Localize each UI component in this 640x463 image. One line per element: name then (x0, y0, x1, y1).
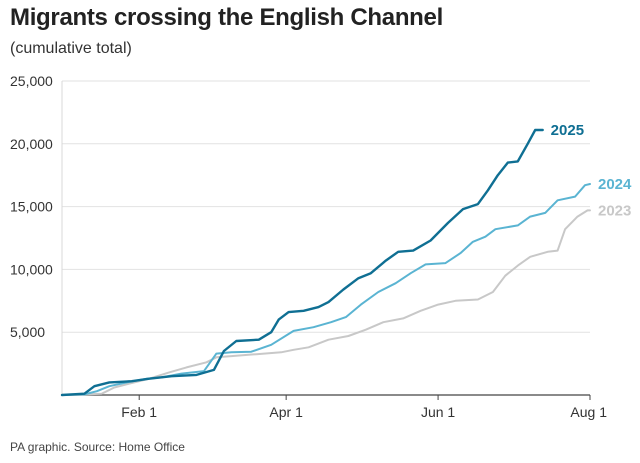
y-tick-label: 5,000 (10, 324, 45, 340)
series-label-2025: 2025 (551, 122, 584, 139)
series-lines (60, 128, 591, 397)
chart-subtitle: (cumulative total) (10, 40, 132, 57)
x-tick-label: Aug 1 (570, 404, 607, 420)
axes (61, 81, 591, 400)
y-tick-label: 20,000 (10, 136, 53, 152)
grid-lines (62, 80, 590, 333)
series-label-2024: 2024 (598, 176, 632, 193)
x-tick-label: Feb 1 (121, 404, 157, 420)
x-tick-label: Apr 1 (269, 404, 303, 420)
series-line-2024 (61, 183, 591, 396)
y-tick-label: 25,000 (10, 73, 53, 89)
chart-title: Migrants crossing the English Channel (10, 4, 443, 31)
series-line-2023 (61, 209, 591, 396)
series-line-2025 (60, 128, 544, 397)
source-note: PA graphic. Source: Home Office (10, 440, 185, 454)
y-tick-label: 15,000 (10, 199, 53, 215)
x-tick-label: Jun 1 (421, 404, 455, 420)
series-label-2023: 2023 (598, 202, 631, 219)
labels: 5,000 10,000 15,000 20,000 25,000 Feb 1 Apr 1 J… (10, 73, 632, 420)
y-tick-label: 10,000 (10, 261, 53, 277)
